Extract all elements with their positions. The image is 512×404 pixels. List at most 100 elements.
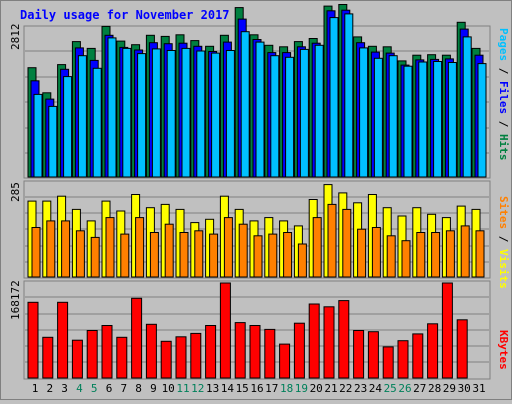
x-tick-label: 19	[295, 382, 308, 395]
x-tick-label: 12	[191, 382, 204, 395]
middle-sites-bar	[297, 243, 307, 278]
bottom-kbytes-bar	[412, 333, 424, 379]
bottom-kbytes-bar	[116, 336, 128, 379]
middle-sites-bar	[164, 223, 174, 278]
bottom-kbytes-bar	[219, 282, 231, 379]
bottom-kbytes-bar	[57, 301, 69, 379]
top-pages-bar	[388, 55, 398, 178]
bottom-kbytes-bar	[397, 340, 409, 379]
top-pages-bar	[225, 50, 235, 178]
x-tick-label: 6	[106, 382, 113, 395]
top-pages-bar	[196, 50, 206, 178]
middle-sites-bar	[283, 232, 293, 278]
top-pages-bar	[151, 48, 161, 178]
middle-sites-bar	[342, 208, 352, 278]
middle-sites-bar	[431, 232, 441, 278]
x-tick-label: 7	[120, 382, 127, 395]
legend-item: Files	[497, 81, 510, 114]
top-pages-bar	[240, 31, 250, 178]
bottom-kbytes-bar	[293, 322, 305, 379]
middle-sites-bar	[460, 225, 470, 278]
top-pages-bar	[166, 50, 176, 178]
middle-sites-bar	[120, 233, 130, 278]
bottom-kbytes-bar	[338, 300, 350, 379]
bottom-kbytes-bar	[279, 343, 291, 379]
x-tick-label: 24	[369, 382, 383, 395]
middle-sites-bar	[253, 235, 263, 278]
bottom-kbytes-bar	[205, 325, 217, 379]
bottom-kbytes-bar	[27, 301, 39, 379]
x-tick-label: 18	[280, 382, 293, 395]
top-pages-bar	[181, 47, 191, 178]
bottom-kbytes-bar	[441, 282, 453, 379]
x-tick-label: 29	[443, 382, 456, 395]
x-tick-label: 17	[265, 382, 278, 395]
legend-separator: /	[497, 114, 510, 134]
legend-item: Visits	[497, 249, 510, 289]
top-pages-bar	[462, 36, 472, 178]
legend-item: Sites	[497, 196, 510, 229]
middle-sites-bar	[268, 233, 278, 278]
x-tick-label: 13	[206, 382, 219, 395]
x-tick-label: 16	[250, 382, 263, 395]
bottom-kbytes-bar	[427, 323, 439, 379]
x-tick-label: 10	[162, 382, 175, 395]
top-pages-bar	[403, 65, 413, 178]
top-pages-bar	[92, 67, 102, 178]
top-pages-bar	[329, 17, 339, 178]
legend-item: Pages	[497, 28, 510, 61]
x-tick-label: 1	[32, 382, 39, 395]
middle-sites-bar	[357, 228, 367, 278]
top-pages-bar	[33, 93, 43, 178]
x-tick-label: 26	[398, 382, 411, 395]
top-pages-bar	[122, 47, 132, 178]
middle-sites-bar	[46, 220, 56, 278]
x-tick-label: 11	[176, 382, 189, 395]
legend-separator: /	[497, 61, 510, 81]
top-pages-bar	[299, 48, 309, 178]
middle-sites-bar	[209, 233, 219, 278]
x-tick-label: 28	[428, 382, 441, 395]
middle-max-label: 285	[9, 182, 22, 202]
bottom-kbytes-bar	[86, 330, 98, 379]
x-tick-label: 15	[236, 382, 249, 395]
top-pages-bar	[211, 52, 221, 178]
bottom-kbytes-bar	[101, 325, 113, 379]
top-pages-bar	[107, 37, 117, 178]
middle-sites-bar	[149, 232, 159, 278]
middle-sites-bar	[179, 232, 189, 278]
legend: Pages / Files / Hits	[497, 28, 510, 161]
middle-sites-bar	[75, 230, 85, 278]
middle-sites-bar	[223, 217, 233, 278]
bottom-kbytes-bar	[145, 323, 157, 379]
top-pages-bar	[48, 105, 58, 178]
top-pages-bar	[433, 61, 443, 178]
x-tick-label: 3	[61, 382, 68, 395]
middle-sites-bar	[90, 236, 100, 278]
bottom-kbytes-bar	[456, 319, 468, 379]
middle-sites-bar	[105, 217, 115, 278]
x-tick-label: 8	[135, 382, 142, 395]
legend: Sites / Visits	[497, 196, 510, 289]
middle-sites-bar	[135, 217, 145, 278]
top-pages-bar	[373, 57, 383, 178]
bottom-kbytes-bar	[249, 325, 261, 379]
legend-item: Hits	[497, 134, 510, 161]
middle-sites-bar	[194, 230, 204, 278]
bottom-kbytes-bar	[175, 336, 187, 379]
middle-sites-bar	[386, 235, 396, 278]
bottom-kbytes-bar	[71, 339, 83, 379]
top-pages-bar	[359, 47, 369, 178]
top-pages-bar	[447, 62, 457, 178]
legend: KBytes	[497, 330, 510, 370]
x-tick-label: 31	[472, 382, 485, 395]
top-max-label: 2812	[9, 24, 22, 51]
legend-item: KBytes	[497, 330, 510, 370]
bottom-kbytes-bar	[367, 331, 379, 379]
middle-sites-bar	[238, 223, 248, 278]
top-pages-bar	[314, 44, 324, 178]
legends: Pages / Files / Hits Sites / Visits KBytes	[497, 28, 510, 370]
top-pages-bar	[77, 55, 87, 178]
top-pages-bar	[285, 56, 295, 178]
